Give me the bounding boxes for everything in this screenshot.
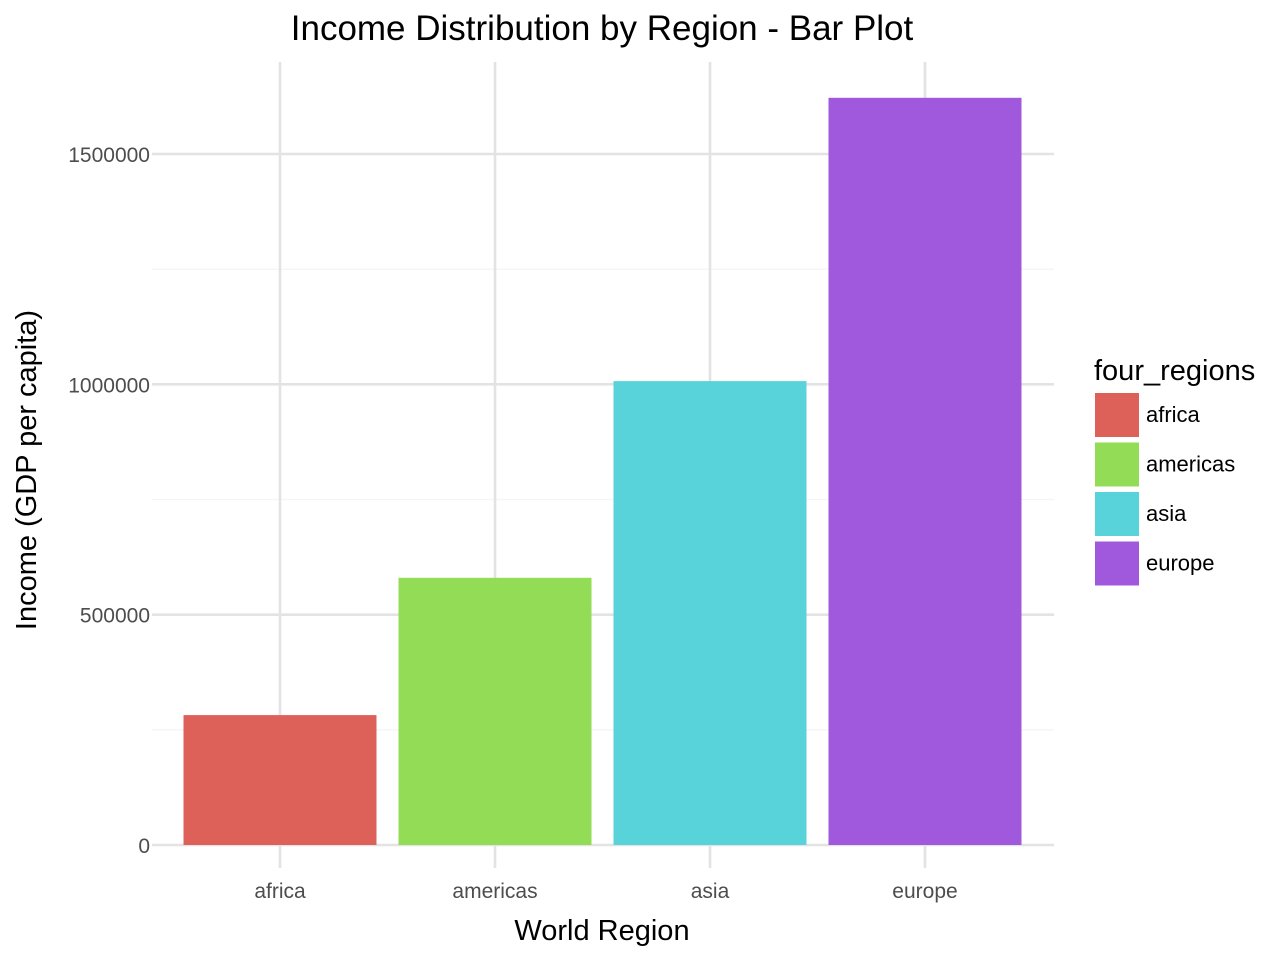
- bar-americas: [398, 577, 592, 845]
- y-tick-label: 1000000: [68, 374, 150, 397]
- x-tick-label: asia: [691, 880, 730, 903]
- bar-asia: [613, 381, 807, 845]
- legend-swatch-asia: [1095, 492, 1139, 536]
- legend-label-africa: africa: [1146, 402, 1201, 427]
- y-axis-title: Income (GDP per capita): [11, 310, 43, 630]
- y-tick-label: 0: [138, 835, 150, 858]
- bar-africa: [183, 715, 377, 845]
- x-axis-ticks: africa americas asia europe: [254, 880, 957, 903]
- y-tick-label: 1500000: [68, 144, 150, 167]
- legend-label-europe: europe: [1146, 551, 1215, 576]
- legend-swatch-europe: [1095, 541, 1139, 586]
- bar-europe: [828, 97, 1022, 846]
- legend: four_regions africa americas asia europe: [1094, 355, 1255, 586]
- y-tick-label: 500000: [80, 605, 150, 628]
- x-tick-label: africa: [254, 880, 306, 903]
- legend-swatch-africa: [1095, 393, 1139, 437]
- y-axis-ticks: 0 500000 1000000 1500000: [68, 144, 150, 858]
- x-tick-label: americas: [452, 880, 537, 903]
- legend-label-asia: asia: [1146, 501, 1187, 526]
- legend-title: four_regions: [1094, 355, 1255, 387]
- x-axis-title: World Region: [514, 915, 689, 947]
- bars: [183, 97, 1022, 846]
- x-tick-label: europe: [892, 880, 957, 903]
- legend-label-americas: americas: [1146, 452, 1235, 477]
- chart-title: Income Distribution by Region - Bar Plot: [291, 9, 914, 48]
- legend-swatch-americas: [1095, 442, 1139, 487]
